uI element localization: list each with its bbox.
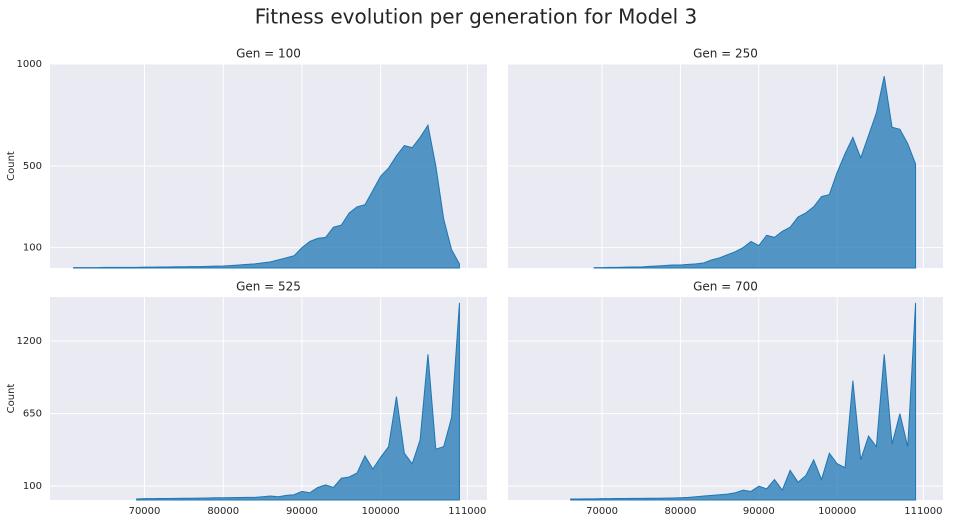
y-tick-label: 100 — [23, 481, 42, 492]
x-tick-label: 111000 — [904, 506, 942, 517]
area — [136, 302, 460, 501]
area — [570, 302, 917, 501]
x-tick-label: 100000 — [362, 506, 400, 517]
y-axis-label: Count — [6, 384, 17, 414]
panel-title: Gen = 700 — [693, 280, 758, 294]
x-tick-label: 100000 — [818, 506, 856, 517]
y-tick-label: 500 — [23, 161, 42, 172]
y-axis-label: Count — [6, 151, 17, 181]
x-tick-label: 90000 — [286, 506, 318, 517]
area — [593, 76, 917, 269]
y-tick-label: 100 — [23, 243, 42, 254]
y-tick-label: 1000 — [17, 59, 42, 70]
x-tick-label: 80000 — [207, 506, 239, 517]
panel-title: Gen = 250 — [693, 47, 758, 61]
y-tick-label: 650 — [23, 409, 42, 420]
x-tick-label: 80000 — [665, 506, 697, 517]
x-tick-label: 70000 — [586, 506, 618, 517]
x-tick-label: 90000 — [743, 506, 775, 517]
panel-title: Gen = 100 — [236, 47, 301, 61]
chart-title: Fitness evolution per generation for Mod… — [255, 5, 698, 29]
panel-title: Gen = 525 — [236, 280, 301, 294]
area — [73, 123, 460, 269]
x-tick-label: 70000 — [129, 506, 161, 517]
x-tick-label: 111000 — [448, 506, 486, 517]
y-tick-label: 1200 — [17, 336, 42, 347]
